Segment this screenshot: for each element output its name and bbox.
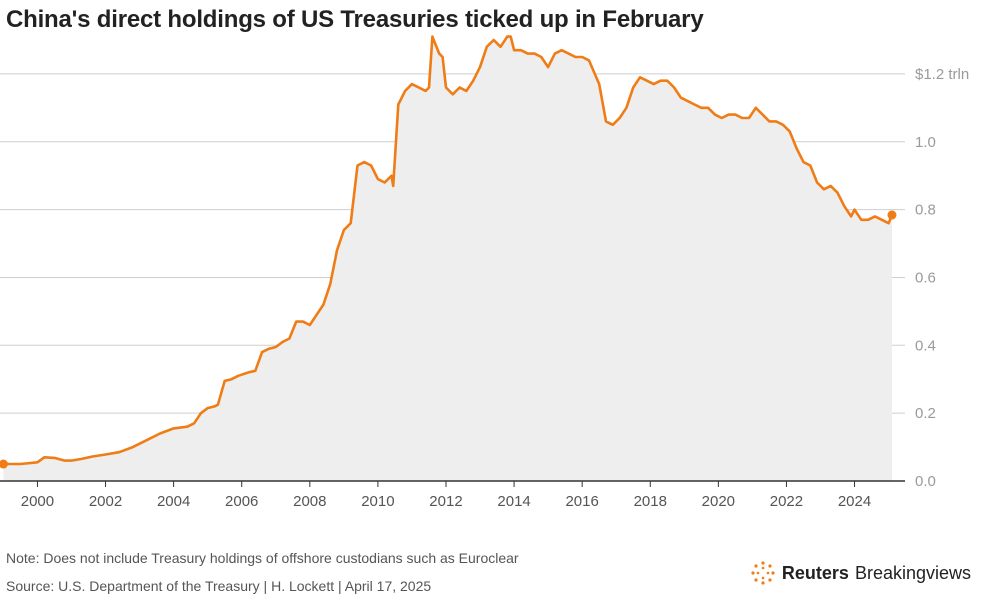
x-tick-label: 2000 (21, 493, 54, 510)
y-tick-label: $1.2 trln (915, 66, 969, 83)
endpoint-marker (887, 210, 897, 220)
x-tick-label: 2002 (89, 493, 122, 510)
y-tick-label: 0.8 (915, 202, 936, 219)
reuters-dot-logo-icon (751, 561, 775, 585)
brand-name-bold: Reuters (781, 562, 849, 583)
x-tick-label: 2004 (157, 493, 190, 510)
endpoint-marker (0, 459, 8, 469)
y-tick-layer: 0.0 0.2 0.4 0.6 0.8 1.0 $1.2 trln (915, 66, 969, 490)
x-tick-label: 2010 (361, 493, 394, 510)
chart-title: China's direct holdings of US Treasuries… (6, 6, 704, 33)
series-area (3, 36, 892, 481)
x-tick-label: 2018 (634, 493, 667, 510)
x-tick-label: 2024 (838, 493, 871, 510)
x-tick-label: 2006 (225, 493, 258, 510)
chart-source: Source: U.S. Department of the Treasury … (6, 578, 432, 594)
brand-logo: Reuters Breakingviews (750, 560, 971, 586)
y-tick-label: 0.2 (915, 405, 936, 422)
x-tick-label: 2012 (429, 493, 462, 510)
x-tick-label: 2014 (497, 493, 530, 510)
x-tick-label: 2016 (565, 493, 598, 510)
y-tick-label: 0.6 (915, 269, 936, 286)
x-tick-layer: 2000 2002 2004 2006 2008 2010 2012 2014 2016 2018… (21, 481, 871, 510)
y-tick-label: 0.4 (915, 337, 936, 354)
chart-svg: 2000 2002 2004 2006 2008 2010 2012 2014 2016 2018… (0, 35, 969, 510)
marker-layer (0, 210, 897, 469)
x-tick-label: 2020 (702, 493, 735, 510)
x-tick-label: 2022 (770, 493, 803, 510)
x-tick-label: 2008 (293, 493, 326, 510)
brand-name-regular: Breakingviews (854, 562, 971, 583)
y-tick-label: 0.0 (915, 473, 936, 490)
y-tick-label: 1.0 (915, 134, 936, 151)
series-line (3, 35, 894, 466)
chart-note: Note: Does not include Treasury holdings… (6, 550, 519, 566)
